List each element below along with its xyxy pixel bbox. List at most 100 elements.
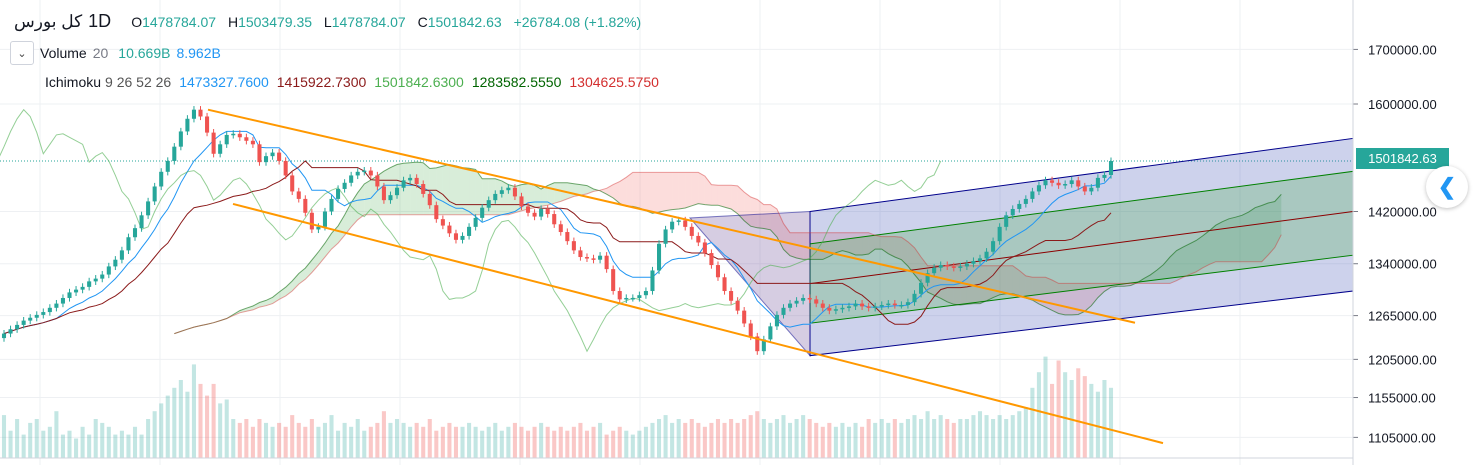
candle-body bbox=[1076, 180, 1081, 187]
candle-body bbox=[768, 326, 773, 340]
candle-body bbox=[1102, 174, 1107, 178]
candle-body bbox=[152, 186, 157, 202]
candle-body bbox=[93, 278, 98, 282]
volume-bar bbox=[977, 411, 983, 458]
y-tick-label: 1155000.00 bbox=[1368, 391, 1436, 406]
volume-bar bbox=[172, 387, 177, 458]
cloud-segment bbox=[1209, 225, 1216, 265]
cloud-segment bbox=[763, 204, 771, 230]
candle-body bbox=[971, 261, 976, 264]
candle-body bbox=[486, 200, 491, 208]
candle-body bbox=[349, 175, 354, 183]
open-value: 1478784.07 bbox=[142, 14, 217, 30]
timeframe[interactable]: 1D bbox=[88, 11, 112, 31]
y-tick-label: 1420000.00 bbox=[1368, 205, 1437, 220]
candle-body bbox=[54, 303, 59, 308]
candle-body bbox=[919, 282, 924, 294]
volume-bar bbox=[1036, 372, 1041, 458]
candle-body bbox=[460, 235, 465, 240]
cloud-segment bbox=[397, 163, 404, 215]
cloud-segment bbox=[685, 172, 692, 209]
volume-bar bbox=[571, 426, 576, 458]
volume-bar bbox=[552, 430, 557, 458]
cloud-segment bbox=[698, 172, 705, 205]
cloud-segment bbox=[790, 232, 797, 259]
volume-bar bbox=[833, 426, 838, 458]
candle-body bbox=[991, 241, 996, 252]
cloud-segment bbox=[442, 164, 450, 215]
volume-bar bbox=[1076, 368, 1081, 458]
volume-bar bbox=[355, 419, 360, 458]
candle-body bbox=[467, 226, 472, 236]
candle-body bbox=[604, 255, 609, 270]
candle-body bbox=[283, 160, 288, 176]
volume-bar bbox=[584, 430, 590, 458]
candle-body bbox=[375, 175, 380, 187]
cloud-segment bbox=[678, 172, 686, 209]
volume-bar bbox=[146, 419, 151, 458]
y-tick-label: 1700000.00 bbox=[1368, 42, 1437, 57]
candle-body bbox=[938, 265, 943, 268]
candle-body bbox=[545, 208, 550, 215]
volume-bar bbox=[788, 422, 793, 458]
cloud-segment bbox=[842, 232, 849, 253]
channel-median bbox=[809, 211, 1354, 285]
candle-body bbox=[715, 265, 721, 278]
candle-body bbox=[814, 299, 819, 304]
y-tick-label: 1340000.00 bbox=[1368, 257, 1437, 272]
candle-body bbox=[571, 241, 576, 251]
candle-body bbox=[427, 193, 432, 206]
candle-body bbox=[1036, 185, 1041, 192]
ichimoku-params: 9 26 52 26 bbox=[105, 74, 172, 90]
candle-body bbox=[1095, 177, 1100, 188]
symbol-name[interactable]: کل بورس bbox=[14, 12, 83, 31]
volume-bar bbox=[100, 422, 105, 458]
volume-bar bbox=[74, 438, 79, 458]
volume-bar bbox=[748, 415, 753, 458]
candle-body bbox=[702, 242, 707, 254]
volume-bar bbox=[1004, 419, 1009, 458]
volume-bar bbox=[401, 422, 406, 458]
cloud-segment bbox=[783, 223, 791, 256]
cloud-segment bbox=[704, 176, 712, 206]
volume-bar bbox=[336, 430, 341, 458]
cloud-segment bbox=[1019, 270, 1026, 298]
candle-body bbox=[912, 293, 917, 303]
low-key: L bbox=[323, 14, 332, 30]
chevron-left-icon[interactable]: ❮ bbox=[1426, 166, 1468, 208]
candle-body bbox=[820, 303, 825, 308]
volume-bar bbox=[224, 399, 229, 458]
volume-bar bbox=[309, 419, 314, 458]
cloud-segment bbox=[744, 192, 751, 227]
candle-body bbox=[853, 303, 858, 307]
candle-body bbox=[342, 182, 347, 189]
cloud-segment bbox=[717, 185, 725, 208]
volume-bar bbox=[414, 422, 419, 458]
candles bbox=[1, 106, 1114, 355]
volume-bar bbox=[525, 430, 531, 458]
volume-bar bbox=[702, 426, 707, 458]
candle-body bbox=[840, 307, 845, 310]
cloud-segment bbox=[979, 265, 987, 304]
cloud-segment bbox=[770, 204, 777, 237]
candle-body bbox=[1089, 187, 1094, 192]
cloud-segment bbox=[1163, 257, 1170, 284]
volume-bar bbox=[303, 426, 308, 458]
volume-name: Volume bbox=[40, 45, 87, 61]
candle-body bbox=[905, 302, 910, 305]
lead2-value: 1304625.5750 bbox=[569, 74, 659, 90]
candle-body bbox=[552, 214, 557, 225]
volume-bar bbox=[886, 422, 891, 458]
volume-bar bbox=[434, 430, 439, 458]
chevron-down-icon[interactable]: ⌄ bbox=[10, 41, 34, 65]
volume-bar bbox=[846, 426, 852, 458]
candle-body bbox=[368, 170, 373, 176]
volume-bar bbox=[1089, 383, 1094, 458]
cloud-segment bbox=[737, 185, 745, 221]
candle-body bbox=[74, 289, 79, 293]
candle-body bbox=[643, 291, 648, 296]
cloud-segment bbox=[829, 232, 836, 257]
volume-bar bbox=[892, 419, 897, 458]
candle-body bbox=[146, 201, 151, 216]
